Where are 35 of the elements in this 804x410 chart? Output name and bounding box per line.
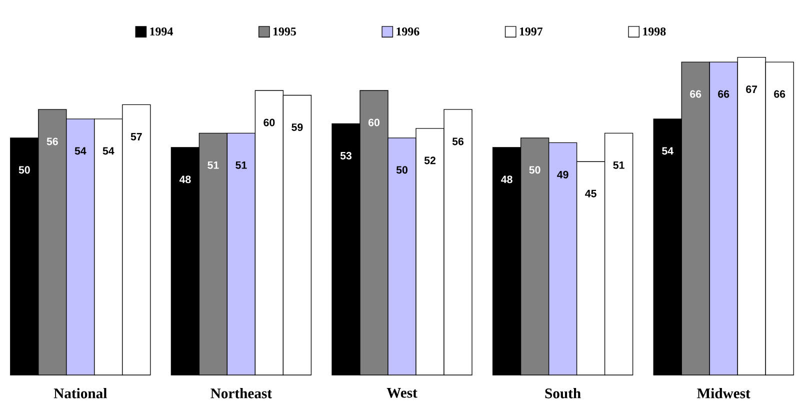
legend-label: 1998 (643, 27, 666, 36)
legend-label: 1997 (520, 27, 543, 36)
data-label: 60 (368, 118, 380, 126)
data-label: 66 (690, 90, 702, 98)
data-label: 51 (236, 161, 247, 169)
data-label: 50 (529, 166, 540, 174)
x-tick-label: Midwest (697, 388, 750, 398)
data-label: 48 (501, 176, 512, 184)
data-label: 54 (102, 147, 114, 155)
data-label: 51 (208, 161, 219, 169)
x-tick-label: Northeast (210, 388, 272, 398)
data-label: 57 (130, 133, 142, 140)
x-tick-label: West (386, 388, 418, 398)
data-label: 48 (179, 176, 191, 184)
data-label: 66 (774, 90, 786, 98)
data-label: 50 (18, 166, 30, 174)
data-label: 60 (264, 118, 275, 126)
data-label: 67 (746, 86, 758, 94)
data-label: 54 (662, 147, 674, 155)
data-label: 59 (292, 123, 303, 131)
data-label: 66 (718, 90, 730, 98)
legend-label: 1996 (396, 27, 420, 36)
data-label: 52 (424, 156, 436, 164)
legend-label: 1995 (273, 27, 296, 36)
data-label: 51 (613, 161, 624, 169)
data-label: 45 (585, 190, 596, 198)
x-tick-label: South (545, 388, 581, 398)
data-label: 56 (46, 138, 58, 146)
x-tick-label: National (54, 388, 107, 398)
data-label: 53 (340, 152, 352, 160)
data-label: 50 (396, 166, 408, 174)
data-label: 49 (557, 170, 568, 178)
data-label: 56 (452, 138, 464, 146)
legend-label: 1994 (150, 27, 173, 36)
data-label: 54 (74, 147, 86, 155)
